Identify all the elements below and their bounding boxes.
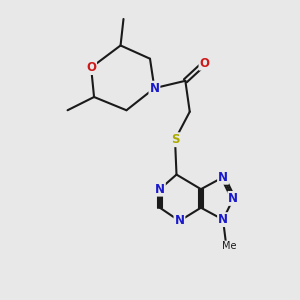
Text: N: N [174,214,184,227]
Text: O: O [86,61,96,74]
Text: O: O [200,57,209,70]
Text: N: N [218,213,228,226]
Text: N: N [218,171,228,184]
Text: S: S [171,133,179,146]
Text: N: N [155,183,165,196]
Text: Me: Me [222,241,236,251]
Text: N: N [149,82,159,95]
Text: N: N [228,192,238,205]
